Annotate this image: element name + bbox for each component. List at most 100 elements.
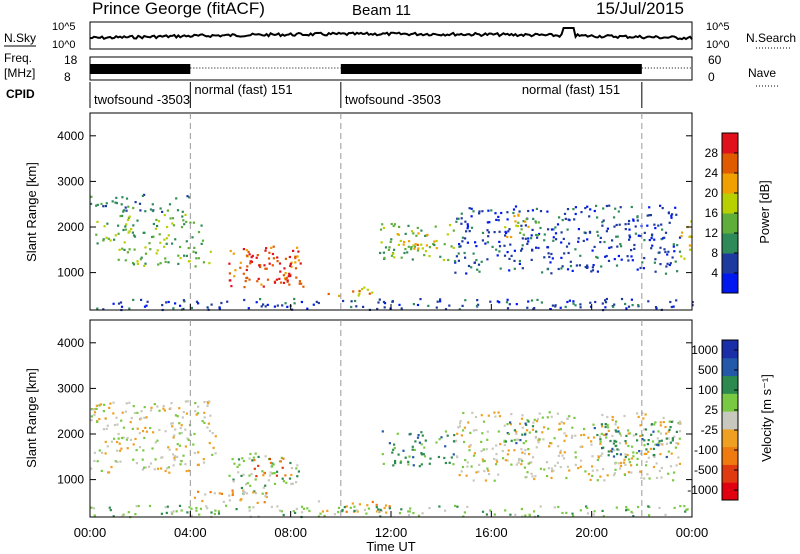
heatmap-cell [454, 271, 457, 274]
heatmap-cell [489, 300, 492, 303]
heatmap-cell [145, 430, 148, 433]
colorbar-tick-label: 500 [698, 363, 718, 377]
heatmap-cell [151, 203, 154, 206]
heatmap-cell [485, 448, 488, 451]
heatmap-cell [628, 238, 631, 241]
heatmap-cell [528, 513, 531, 516]
heatmap-cell [244, 280, 247, 283]
heatmap-cell [496, 460, 499, 463]
heatmap-cell [195, 413, 198, 416]
heatmap-cell [108, 506, 111, 509]
heatmap-cell [530, 234, 533, 237]
heatmap-cell [536, 418, 539, 421]
heatmap-cell [117, 437, 120, 440]
heatmap-cell [470, 226, 474, 229]
heatmap-cell [530, 258, 533, 261]
heatmap-cell [256, 280, 259, 283]
heatmap-cell [362, 305, 365, 308]
heatmap-cell [457, 217, 460, 220]
heatmap-cell [650, 423, 653, 426]
heatmap-cell [114, 201, 117, 204]
heatmap-cell [169, 217, 172, 220]
heatmap-cell [592, 423, 595, 426]
heatmap-cell [242, 272, 245, 275]
heatmap-cell [404, 248, 407, 251]
heatmap-cell [643, 452, 646, 456]
heatmap-cell [398, 303, 401, 306]
heatmap-cell [129, 421, 132, 424]
heatmap-cell [666, 253, 669, 256]
heatmap-cell [613, 225, 616, 228]
heatmap-cell [589, 208, 592, 211]
heatmap-cell [618, 432, 621, 435]
heatmap-cell [399, 461, 402, 464]
heatmap-cell [148, 504, 152, 508]
heatmap-cell [240, 486, 243, 490]
heatmap-cell [505, 231, 508, 235]
heatmap-cell [524, 237, 527, 240]
heatmap-cell [96, 420, 99, 423]
heatmap-cell [114, 460, 117, 463]
heatmap-cell [315, 300, 318, 303]
heatmap-cell [113, 437, 116, 440]
heatmap-cell [611, 434, 614, 438]
heatmap-cell [660, 223, 663, 226]
heatmap-cell [455, 439, 458, 442]
heatmap-cell [402, 243, 405, 246]
heatmap-cell [411, 448, 414, 451]
heatmap-cell [455, 255, 458, 258]
heatmap-cell [528, 431, 531, 434]
heatmap-cell [551, 470, 554, 473]
heatmap-cell [643, 444, 646, 447]
heatmap-cell [197, 302, 200, 305]
heatmap-cell [461, 304, 464, 307]
heatmap-cell [392, 464, 395, 467]
heatmap-cell [538, 232, 541, 236]
heatmap-cell [660, 476, 663, 479]
heatmap-cell [520, 249, 523, 252]
heatmap-cell [467, 264, 471, 268]
heatmap-cell [288, 283, 291, 286]
heatmap-cell [487, 469, 490, 472]
heatmap-cell [454, 261, 457, 264]
heatmap-cell [647, 439, 650, 442]
colorbar-tick-label: 12 [705, 226, 719, 240]
heatmap-cell [299, 262, 302, 265]
heatmap-cell [515, 432, 518, 435]
heatmap-cell [554, 226, 557, 229]
heatmap-cell [560, 241, 563, 244]
heatmap-cell [408, 510, 411, 513]
heatmap-cell [668, 420, 671, 423]
heatmap-cell [487, 231, 490, 234]
heatmap-cell [98, 404, 101, 407]
heatmap-cell [499, 267, 502, 270]
heatmap-cell [109, 402, 112, 405]
power-colorbar-label: Power [dB] [757, 180, 772, 244]
heatmap-cell [538, 438, 541, 441]
heatmap-cell [158, 428, 161, 432]
heatmap-cell [446, 434, 449, 437]
heatmap-cell [566, 228, 569, 231]
heatmap-cell [141, 194, 144, 197]
heatmap-cell [206, 507, 209, 510]
heatmap-cell [619, 206, 622, 209]
heatmap-cell [423, 254, 426, 257]
heatmap-cell [290, 261, 293, 264]
heatmap-cell [599, 435, 602, 438]
heatmap-cell [295, 276, 298, 279]
heatmap-cell [470, 207, 473, 210]
heatmap-cell [664, 250, 667, 254]
heatmap-cell [569, 260, 572, 263]
heatmap-cell [143, 466, 146, 469]
heatmap-cell [132, 234, 136, 237]
heatmap-cell [397, 453, 400, 456]
heatmap-cell [279, 270, 282, 273]
heatmap-cell [663, 248, 666, 251]
heatmap-cell [165, 242, 168, 245]
heatmap-cell [647, 450, 650, 453]
heatmap-cell [646, 443, 649, 446]
heatmap-cell [185, 220, 188, 223]
heatmap-cell [294, 257, 297, 260]
heatmap-cell [580, 434, 583, 437]
heatmap-cell [409, 507, 412, 510]
